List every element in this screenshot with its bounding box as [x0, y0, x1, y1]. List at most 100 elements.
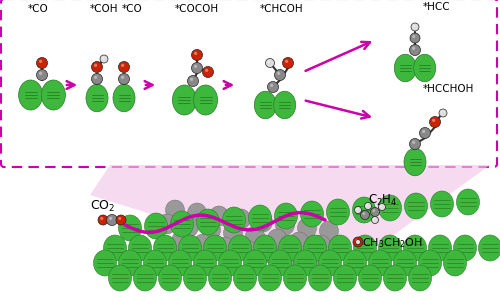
Text: *COH: *COH [90, 4, 118, 14]
FancyBboxPatch shape [1, 0, 497, 167]
Ellipse shape [184, 265, 206, 291]
Circle shape [121, 76, 124, 79]
Circle shape [118, 62, 130, 72]
Circle shape [92, 74, 102, 85]
Ellipse shape [158, 214, 176, 234]
Ellipse shape [232, 209, 250, 229]
Circle shape [422, 130, 426, 133]
Ellipse shape [134, 265, 156, 291]
Ellipse shape [274, 203, 297, 229]
Ellipse shape [428, 235, 452, 261]
Text: *COCOH: *COCOH [175, 4, 219, 14]
Circle shape [412, 35, 415, 38]
Ellipse shape [334, 265, 356, 291]
Text: CH$_3$CH$_2$OH: CH$_3$CH$_2$OH [362, 236, 423, 250]
Ellipse shape [194, 234, 212, 254]
Ellipse shape [118, 215, 142, 241]
Ellipse shape [172, 85, 197, 115]
Text: *HCCHOH: *HCCHOH [423, 84, 474, 94]
Ellipse shape [218, 250, 242, 276]
Ellipse shape [260, 243, 278, 263]
Ellipse shape [312, 235, 330, 255]
Ellipse shape [128, 235, 152, 261]
Ellipse shape [328, 235, 351, 261]
Ellipse shape [444, 250, 466, 276]
Ellipse shape [326, 199, 349, 225]
Circle shape [202, 66, 213, 77]
Ellipse shape [294, 250, 316, 276]
Ellipse shape [222, 207, 246, 233]
Ellipse shape [258, 265, 281, 291]
Text: C$_2$H$_4$: C$_2$H$_4$ [368, 193, 398, 208]
Circle shape [205, 69, 208, 72]
Ellipse shape [154, 235, 176, 261]
Ellipse shape [298, 218, 316, 238]
Circle shape [353, 237, 363, 247]
Circle shape [277, 72, 280, 75]
Circle shape [94, 76, 98, 79]
Circle shape [432, 119, 436, 122]
Ellipse shape [168, 250, 192, 276]
Ellipse shape [194, 250, 216, 276]
Ellipse shape [418, 250, 442, 276]
Ellipse shape [108, 265, 132, 291]
Ellipse shape [276, 215, 294, 235]
Circle shape [100, 217, 103, 220]
Ellipse shape [216, 237, 234, 257]
Ellipse shape [254, 212, 272, 232]
Ellipse shape [158, 265, 182, 291]
Circle shape [441, 111, 443, 113]
Ellipse shape [248, 205, 272, 231]
Ellipse shape [344, 250, 366, 276]
Circle shape [118, 217, 121, 220]
Ellipse shape [194, 85, 218, 115]
Ellipse shape [144, 213, 168, 239]
Text: CO$_2$: CO$_2$ [90, 199, 116, 214]
Ellipse shape [404, 193, 427, 219]
Circle shape [411, 23, 419, 31]
Ellipse shape [204, 235, 227, 261]
Text: *CO: *CO [122, 4, 143, 14]
Circle shape [36, 57, 48, 68]
Circle shape [410, 45, 420, 56]
Circle shape [360, 210, 370, 219]
Text: *HCC: *HCC [423, 2, 450, 12]
Ellipse shape [180, 217, 199, 237]
Ellipse shape [308, 265, 332, 291]
Ellipse shape [104, 235, 126, 261]
Circle shape [282, 57, 294, 68]
Circle shape [380, 205, 382, 207]
Ellipse shape [254, 91, 276, 119]
Circle shape [268, 60, 270, 63]
Ellipse shape [394, 54, 416, 82]
Circle shape [356, 239, 360, 245]
Circle shape [378, 204, 386, 210]
Circle shape [192, 62, 202, 74]
Circle shape [413, 25, 415, 27]
Ellipse shape [274, 91, 295, 119]
Circle shape [92, 62, 102, 72]
Circle shape [266, 59, 274, 68]
Ellipse shape [268, 250, 291, 276]
Circle shape [188, 76, 198, 86]
Ellipse shape [118, 250, 142, 276]
Ellipse shape [290, 232, 308, 252]
Ellipse shape [300, 201, 324, 227]
Ellipse shape [278, 235, 301, 261]
Circle shape [194, 65, 198, 68]
Ellipse shape [394, 250, 416, 276]
Ellipse shape [18, 80, 42, 110]
Ellipse shape [282, 246, 300, 266]
Circle shape [39, 72, 42, 75]
Circle shape [270, 84, 274, 87]
Polygon shape [90, 165, 490, 245]
Ellipse shape [254, 235, 276, 261]
Ellipse shape [430, 191, 454, 217]
Ellipse shape [284, 265, 306, 291]
Circle shape [412, 141, 416, 144]
Circle shape [268, 82, 278, 92]
Circle shape [420, 127, 430, 138]
Circle shape [370, 208, 380, 216]
Ellipse shape [246, 226, 264, 246]
Circle shape [364, 202, 372, 210]
